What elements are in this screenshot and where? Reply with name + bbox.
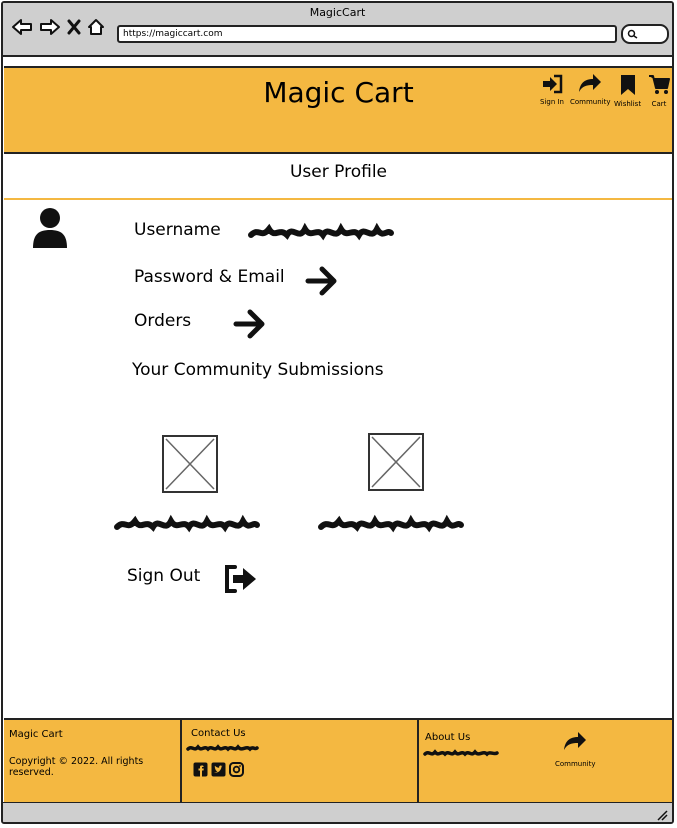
- copyright-text: Copyright © 2022. All rights reserved.: [9, 756, 144, 778]
- nav-wishlist[interactable]: Wishlist: [614, 74, 641, 108]
- nav-label: Wishlist: [614, 100, 642, 108]
- footer-brand: Magic Cart: [9, 729, 63, 740]
- cart-icon: [648, 74, 670, 98]
- twitter-icon[interactable]: [211, 762, 226, 781]
- home-icon[interactable]: [87, 18, 105, 40]
- site-footer: Magic Cart Copyright © 2022. All rights …: [4, 718, 672, 806]
- user-icon: [33, 208, 67, 248]
- window-title: MagicCart: [309, 6, 366, 19]
- arrow-right-icon[interactable]: [305, 264, 339, 302]
- submission-image-placeholder[interactable]: [368, 433, 424, 491]
- sign-in-icon: [541, 74, 563, 96]
- image-placeholder-icon: [371, 436, 421, 488]
- submission-title-scribble: [114, 514, 260, 533]
- submission-image-placeholder[interactable]: [162, 435, 218, 493]
- site-title[interactable]: Magic Cart: [263, 76, 414, 109]
- facebook-icon[interactable]: [193, 762, 208, 781]
- address-bar[interactable]: https://magiccart.com: [117, 25, 617, 43]
- orders-label[interactable]: Orders: [134, 311, 192, 331]
- page-heading: User Profile: [4, 154, 672, 200]
- sign-out-icon[interactable]: [223, 564, 259, 598]
- nav-sign-in[interactable]: Sign In: [540, 74, 564, 106]
- share-icon: [577, 72, 603, 96]
- footer-about-column: About Us Community: [419, 720, 672, 804]
- contact-value-scribble: [186, 744, 259, 752]
- about-value-scribble: [423, 749, 499, 757]
- instagram-icon[interactable]: [229, 762, 244, 781]
- image-placeholder-icon: [165, 438, 215, 490]
- site-header: Magic Cart Sign In Community Wishlist Ca…: [4, 66, 672, 154]
- back-icon[interactable]: [11, 18, 33, 40]
- resize-handle-icon[interactable]: [656, 806, 668, 822]
- footer-community-link[interactable]: Community: [555, 730, 596, 768]
- nav-cart[interactable]: Cart: [648, 74, 670, 108]
- password-email-label[interactable]: Password & Email: [134, 267, 285, 287]
- username-value-scribble: [248, 222, 394, 241]
- bookmark-icon: [619, 74, 637, 98]
- username-label: Username: [134, 220, 221, 240]
- nav-label: Community: [570, 98, 611, 106]
- footer-community-label: Community: [555, 760, 596, 768]
- arrow-right-icon[interactable]: [233, 307, 267, 345]
- submission-title-scribble: [318, 514, 464, 533]
- sign-out-label[interactable]: Sign Out: [127, 566, 201, 586]
- avatar: [31, 206, 69, 254]
- browser-chrome: MagicCart https://magiccart.com: [3, 3, 672, 57]
- footer-brand-column: Magic Cart Copyright © 2022. All rights …: [4, 720, 182, 804]
- contact-title: Contact Us: [191, 728, 246, 739]
- close-icon[interactable]: [67, 19, 81, 39]
- about-title: About Us: [425, 732, 471, 743]
- forward-icon[interactable]: [39, 18, 61, 40]
- community-submissions-heading: Your Community Submissions: [132, 360, 384, 380]
- nav-label: Cart: [651, 100, 667, 108]
- footer-contact-column: Contact Us: [182, 720, 419, 804]
- browser-status-bar: [3, 802, 672, 822]
- nav-community[interactable]: Community: [570, 72, 611, 106]
- browser-search-field[interactable]: [621, 24, 669, 44]
- nav-label: Sign In: [540, 98, 564, 106]
- share-icon: [562, 730, 588, 756]
